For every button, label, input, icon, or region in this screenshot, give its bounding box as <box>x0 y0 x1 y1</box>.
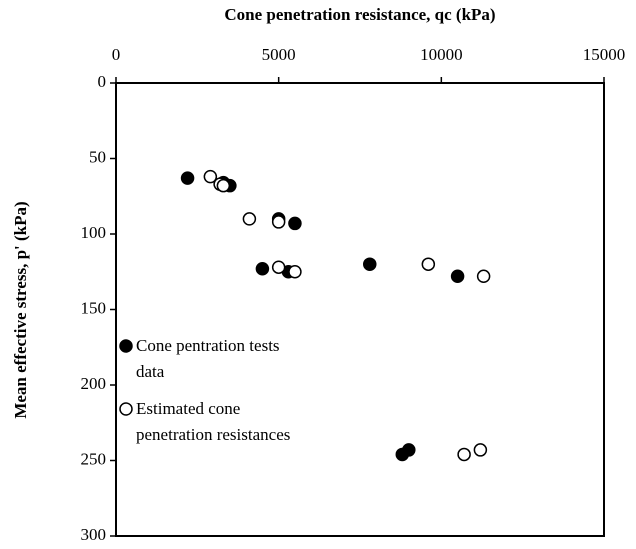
point <box>457 447 471 462</box>
point <box>450 269 465 284</box>
point <box>271 215 286 229</box>
point <box>203 169 218 184</box>
y-tick-label: 250 <box>81 449 107 468</box>
point <box>180 171 195 185</box>
point <box>473 443 488 457</box>
y-axis-label: Mean effective stress, p' (kPa) <box>11 201 30 418</box>
point <box>363 257 377 271</box>
y-tick-label: 0 <box>98 72 107 91</box>
point <box>255 261 270 276</box>
y-tick-label: 200 <box>81 374 107 393</box>
point <box>288 265 302 279</box>
legend-label: Estimated cone penetration resistances <box>136 399 291 444</box>
point <box>271 260 286 274</box>
y-tick-label: 150 <box>81 298 107 317</box>
point <box>421 257 436 271</box>
legend-label: Cone pentration tests data <box>136 336 280 381</box>
x-tick-label: 10000 <box>420 45 463 64</box>
point <box>402 443 416 457</box>
x-axis-label: Cone penetration resistance, qc (kPa) <box>224 5 495 24</box>
legend-marker <box>119 339 133 353</box>
point <box>476 269 491 284</box>
point <box>216 178 231 193</box>
plot-frame <box>115 82 605 537</box>
x-tick-label: 5000 <box>262 45 296 64</box>
y-tick-label: 300 <box>81 525 107 544</box>
y-tick-label: 50 <box>89 147 106 166</box>
x-tick-label: 0 <box>112 45 121 64</box>
legend-marker <box>119 402 133 416</box>
y-tick-label: 100 <box>81 223 107 242</box>
point <box>242 212 257 226</box>
point <box>288 216 302 231</box>
x-tick-label: 15000 <box>583 45 626 64</box>
